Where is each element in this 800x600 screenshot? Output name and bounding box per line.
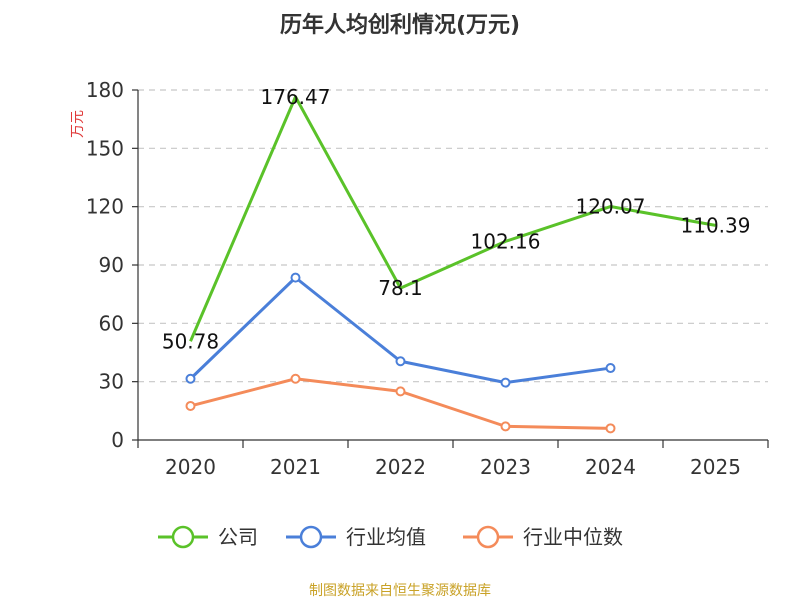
legend-marker bbox=[476, 525, 500, 549]
series-line-0 bbox=[189, 95, 716, 342]
legend: 公司 行业均值 行业中位数 bbox=[158, 525, 623, 549]
y-tick-label: 120 bbox=[86, 195, 124, 219]
y-tick-label: 30 bbox=[99, 370, 124, 394]
data-label: 78.1 bbox=[378, 276, 423, 300]
legend-marker bbox=[299, 525, 323, 549]
axis-layer: 0 30 60 90 120 150 180 2020 2021 2022 2023 2024 2025 bbox=[86, 78, 769, 479]
data-point bbox=[395, 356, 406, 367]
legend-label: 行业均值 bbox=[346, 525, 426, 549]
y-tick-label: 0 bbox=[111, 428, 124, 452]
y-tick-label: 180 bbox=[86, 78, 124, 102]
data-point bbox=[605, 423, 616, 434]
data-point bbox=[395, 386, 406, 397]
data-point bbox=[185, 373, 196, 384]
data-label: 50.78 bbox=[162, 329, 219, 353]
series-line-2 bbox=[190, 377, 611, 430]
y-tick-label: 150 bbox=[86, 136, 124, 160]
data-label: 120.07 bbox=[576, 195, 646, 219]
series-layer bbox=[185, 95, 716, 434]
data-point bbox=[500, 421, 511, 432]
x-tick-label: 2023 bbox=[480, 455, 531, 479]
data-label: 102.16 bbox=[471, 229, 541, 253]
grid-layer bbox=[138, 89, 768, 383]
data-point bbox=[500, 377, 511, 388]
data-point bbox=[290, 373, 301, 384]
x-tick-label: 2022 bbox=[375, 455, 426, 479]
legend-label: 公司 bbox=[218, 525, 258, 549]
data-label: 110.39 bbox=[681, 213, 751, 237]
data-label-layer: 50.78 176.47 78.1 102.16 120.07 110.39 bbox=[162, 85, 751, 353]
data-point bbox=[185, 400, 196, 411]
x-tick-label: 2024 bbox=[585, 455, 636, 479]
y-tick-label: 60 bbox=[99, 311, 124, 335]
data-label: 176.47 bbox=[261, 85, 331, 109]
legend-marker bbox=[171, 525, 195, 549]
x-tick-label: 2020 bbox=[165, 455, 216, 479]
data-point bbox=[290, 272, 301, 283]
y-tick-label: 90 bbox=[99, 253, 124, 277]
x-tick-label: 2021 bbox=[270, 455, 321, 479]
chart-title: 历年人均创利情况(万元) bbox=[280, 12, 520, 38]
x-tick-label: 2025 bbox=[690, 455, 741, 479]
legend-label: 行业中位数 bbox=[523, 525, 623, 549]
y-axis-label: 万元 bbox=[70, 110, 86, 138]
data-point bbox=[605, 363, 616, 374]
source-note: 制图数据来自恒生聚源数据库 bbox=[309, 583, 491, 599]
